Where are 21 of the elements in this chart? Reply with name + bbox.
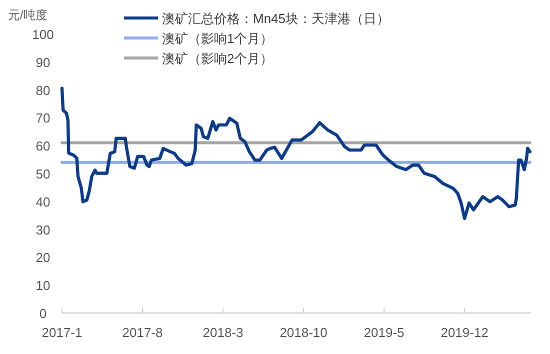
legend-label: 澳矿（影响1个月） [162, 31, 274, 46]
y-axis-title: 元/吨度 [8, 8, 48, 22]
y-tick-label: 80 [36, 82, 50, 98]
y-tick-label: 10 [36, 278, 50, 294]
x-tick-label: 2019-5 [364, 325, 404, 340]
y-tick-label: 90 [36, 54, 50, 70]
x-tick-label: 2017-1 [42, 325, 82, 340]
x-tick-label: 2018-10 [280, 325, 328, 340]
x-tick-label: 2018-3 [202, 325, 244, 340]
legend-label: 澳矿汇总价格：Mn45块：天津港（日） [162, 11, 390, 26]
y-tick-label: 70 [36, 110, 50, 126]
x-tick-label: 2017-8 [122, 325, 163, 340]
y-tick-label: 100 [32, 27, 54, 42]
y-tick-label: 30 [36, 222, 50, 238]
legend-label: 澳矿（影响2个月） [162, 51, 274, 66]
y-tick-label: 40 [36, 194, 50, 210]
x-tick-label: 2019-12 [440, 325, 488, 340]
y-tick-label: 50 [36, 166, 50, 182]
y-tick-label: 60 [36, 138, 50, 154]
y-tick-label: 20 [36, 250, 50, 266]
y-tick-label: 0 [39, 306, 47, 321]
